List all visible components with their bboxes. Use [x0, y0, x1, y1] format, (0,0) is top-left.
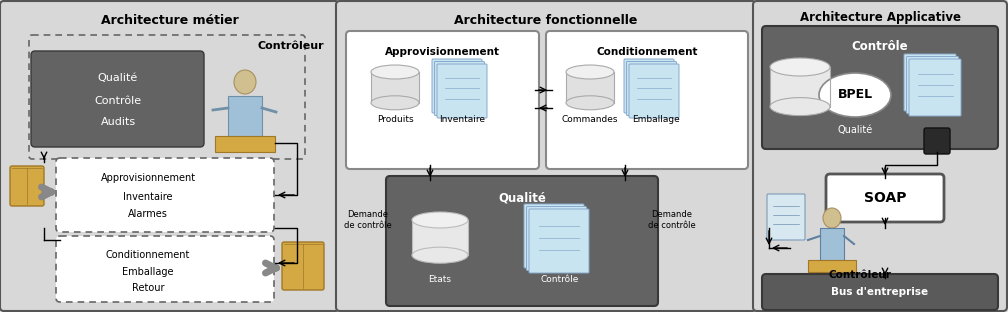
FancyBboxPatch shape: [437, 64, 487, 118]
FancyBboxPatch shape: [767, 194, 805, 240]
Text: Approvisionnement: Approvisionnement: [384, 47, 500, 57]
Text: Produits: Produits: [377, 115, 413, 124]
FancyBboxPatch shape: [762, 274, 998, 310]
FancyBboxPatch shape: [924, 128, 950, 154]
Text: Conditionnement: Conditionnement: [597, 47, 698, 57]
Text: Alarmes: Alarmes: [128, 209, 168, 219]
Ellipse shape: [412, 212, 468, 228]
Bar: [808, 260, 856, 272]
Text: Architecture fonctionnelle: Architecture fonctionnelle: [455, 13, 638, 27]
FancyBboxPatch shape: [31, 51, 204, 147]
Text: Retour: Retour: [132, 283, 164, 293]
FancyBboxPatch shape: [386, 176, 658, 306]
FancyBboxPatch shape: [529, 209, 589, 273]
Text: Qualité: Qualité: [838, 125, 873, 135]
Ellipse shape: [770, 98, 830, 116]
Text: Bus d'entreprise: Bus d'entreprise: [832, 287, 928, 297]
Ellipse shape: [371, 65, 419, 79]
Bar: [412, 220, 468, 255]
FancyBboxPatch shape: [627, 61, 676, 115]
Text: Audits: Audits: [101, 117, 135, 127]
Ellipse shape: [234, 70, 256, 94]
FancyBboxPatch shape: [10, 166, 44, 206]
FancyBboxPatch shape: [434, 61, 485, 115]
Text: SOAP: SOAP: [864, 191, 906, 205]
FancyBboxPatch shape: [282, 242, 324, 290]
Text: Demande
de contrôle: Demande de contrôle: [344, 210, 392, 230]
Text: Contrôle: Contrôle: [852, 40, 908, 52]
Text: Conditionnement: Conditionnement: [106, 250, 191, 260]
FancyBboxPatch shape: [0, 1, 339, 311]
FancyBboxPatch shape: [753, 1, 1007, 311]
Text: BPEL: BPEL: [838, 89, 873, 101]
FancyBboxPatch shape: [909, 59, 961, 116]
Text: Qualité: Qualité: [98, 73, 138, 83]
Ellipse shape: [566, 96, 614, 110]
Bar: [371, 72, 419, 103]
Ellipse shape: [566, 65, 614, 79]
Bar: [820, 228, 844, 260]
Text: Contrôleur: Contrôleur: [829, 270, 891, 280]
Text: Emballage: Emballage: [632, 115, 679, 124]
Bar: [228, 96, 262, 136]
FancyBboxPatch shape: [624, 59, 674, 113]
FancyBboxPatch shape: [904, 54, 956, 111]
Bar: [215, 136, 275, 152]
Text: Emballage: Emballage: [122, 267, 173, 277]
FancyBboxPatch shape: [336, 1, 756, 311]
FancyBboxPatch shape: [524, 204, 584, 268]
Text: Inventaire: Inventaire: [439, 115, 485, 124]
Ellipse shape: [412, 247, 468, 263]
FancyBboxPatch shape: [346, 31, 539, 169]
FancyBboxPatch shape: [526, 207, 587, 271]
FancyBboxPatch shape: [906, 56, 959, 114]
Text: Approvisionnement: Approvisionnement: [101, 173, 196, 183]
Text: Qualité: Qualité: [498, 192, 546, 204]
Ellipse shape: [371, 96, 419, 110]
FancyBboxPatch shape: [826, 174, 944, 222]
Ellipse shape: [823, 208, 841, 228]
FancyBboxPatch shape: [432, 59, 482, 113]
Text: Architecture métier: Architecture métier: [101, 13, 239, 27]
Text: Inventaire: Inventaire: [123, 192, 172, 202]
Bar: [770, 67, 830, 107]
Ellipse shape: [770, 58, 830, 76]
Ellipse shape: [818, 73, 891, 117]
Text: Commandes: Commandes: [561, 115, 618, 124]
FancyBboxPatch shape: [546, 31, 748, 169]
FancyBboxPatch shape: [56, 158, 274, 232]
FancyBboxPatch shape: [629, 64, 679, 118]
Text: Demande
de contrôle: Demande de contrôle: [648, 210, 696, 230]
Text: Contrôleur: Contrôleur: [258, 41, 325, 51]
Bar: [566, 72, 614, 103]
Text: Architecture Applicative: Architecture Applicative: [799, 12, 961, 25]
FancyBboxPatch shape: [762, 26, 998, 149]
Text: Contrôle: Contrôle: [95, 96, 141, 106]
Text: Contrôle: Contrôle: [541, 275, 580, 285]
Text: Etats: Etats: [428, 275, 452, 285]
FancyBboxPatch shape: [56, 236, 274, 302]
